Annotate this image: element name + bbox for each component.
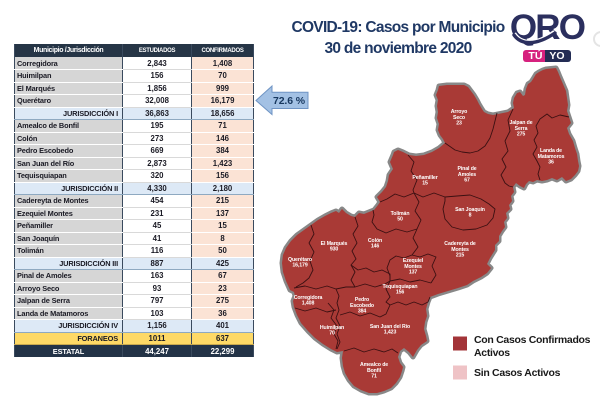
svg-text:Colón: Colón <box>368 238 382 244</box>
svg-text:Ezequiel: Ezequiel <box>403 258 424 264</box>
svg-text:Peñamiller: Peñamiller <box>412 175 437 181</box>
svg-text:215: 215 <box>456 252 465 258</box>
svg-text:275: 275 <box>517 131 526 137</box>
svg-text:Querétaro: Querétaro <box>288 257 312 263</box>
svg-text:Montes: Montes <box>451 247 469 253</box>
svg-text:Corregidora: Corregidora <box>294 295 323 301</box>
svg-text:Landa de: Landa de <box>540 148 562 154</box>
svg-text:70: 70 <box>329 331 335 337</box>
svg-text:San Joaquín: San Joaquín <box>455 207 485 213</box>
svg-text:Matamoros: Matamoros <box>538 154 565 160</box>
svg-text:El Marqués: El Marqués <box>321 241 348 247</box>
svg-text:Bonfil: Bonfil <box>367 368 382 374</box>
svg-text:Montes: Montes <box>404 264 422 270</box>
svg-text:Pedro: Pedro <box>355 297 369 303</box>
svg-text:Amoles: Amoles <box>458 172 476 178</box>
svg-text:67: 67 <box>464 177 470 183</box>
svg-text:15: 15 <box>422 181 428 187</box>
svg-text:Escobedo: Escobedo <box>350 303 374 309</box>
svg-text:146: 146 <box>371 244 380 250</box>
svg-text:San Juan del Río: San Juan del Río <box>370 324 410 330</box>
svg-text:1,408: 1,408 <box>302 301 315 307</box>
svg-text:Cadereyta de: Cadereyta de <box>444 241 476 247</box>
svg-text:8: 8 <box>469 213 472 219</box>
svg-text:1,423: 1,423 <box>384 330 397 336</box>
svg-text:Pinal de: Pinal de <box>457 166 476 172</box>
svg-text:156: 156 <box>396 290 405 296</box>
svg-text:16,179: 16,179 <box>292 263 307 269</box>
svg-text:Tolimán: Tolimán <box>391 211 410 217</box>
svg-text:Tequisquiapan: Tequisquiapan <box>383 284 418 290</box>
svg-text:71: 71 <box>371 373 377 379</box>
svg-text:Amealco de: Amealco de <box>360 362 388 368</box>
svg-text:Jalpan de: Jalpan de <box>509 120 532 126</box>
svg-text:930: 930 <box>330 247 339 253</box>
svg-text:23: 23 <box>456 120 462 126</box>
svg-text:36: 36 <box>548 159 554 165</box>
svg-text:Seco: Seco <box>453 115 465 121</box>
svg-text:72.6 %: 72.6 % <box>273 95 306 107</box>
svg-text:Huimilpan: Huimilpan <box>320 325 344 331</box>
svg-text:50: 50 <box>397 217 403 223</box>
svg-text:384: 384 <box>358 308 367 314</box>
svg-text:Serra: Serra <box>515 126 528 132</box>
svg-text:Arroyo: Arroyo <box>451 109 467 115</box>
svg-text:137: 137 <box>409 269 418 275</box>
